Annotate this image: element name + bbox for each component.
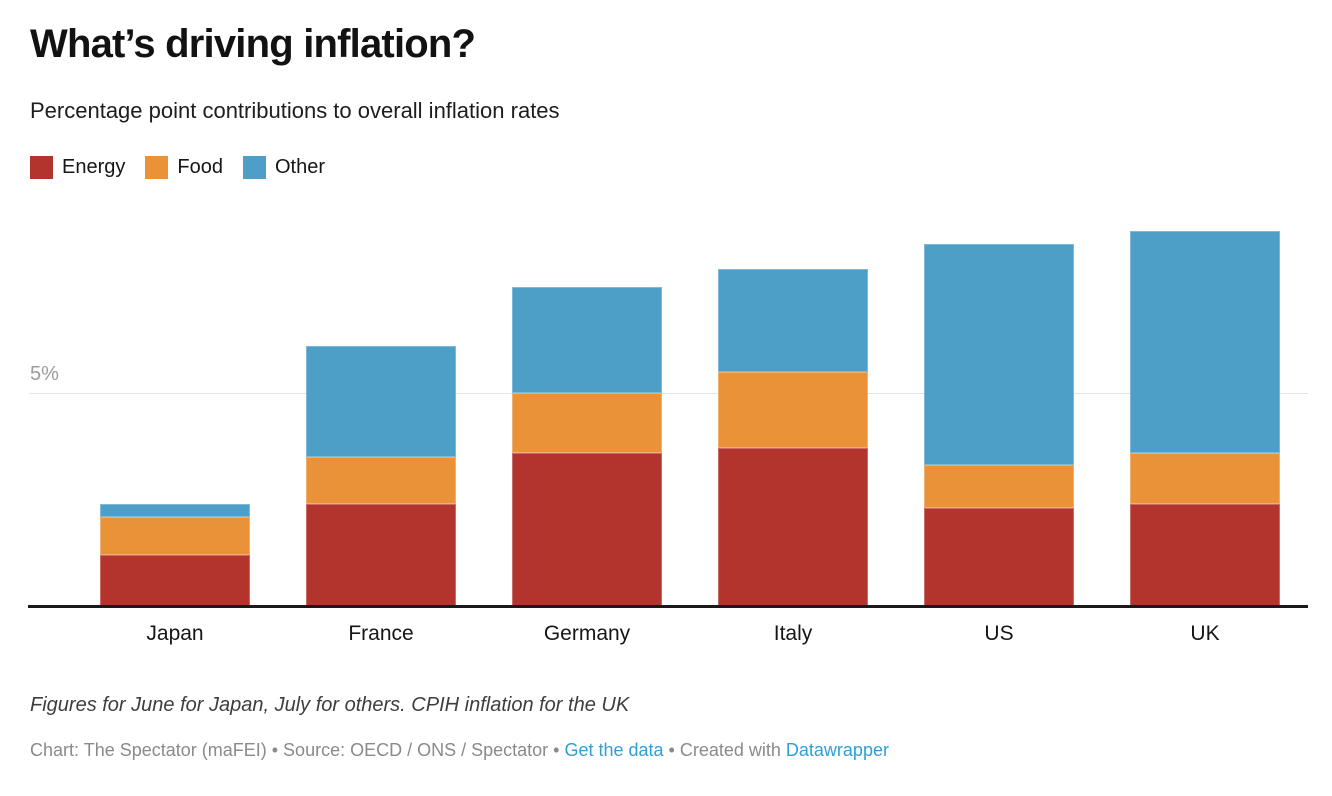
bar-japan-other-segment[interactable] [100,503,250,517]
get-the-data-link[interactable]: Get the data [564,740,664,760]
bar-japan-food-segment[interactable] [100,516,250,555]
x-axis-label-uk: UK [1190,622,1220,645]
bar-france-food-segment[interactable] [306,456,456,504]
bar-germany-energy-segment[interactable] [512,452,662,606]
legend-label-food: Food [177,156,223,178]
legend: Energy Food Other [30,156,325,179]
byline-credit-text: Chart: The Spectator (maFEI) • Source: O… [30,740,565,760]
bar-us-food-segment[interactable] [924,465,1074,508]
byline-created-with-text: • Created with [663,740,786,760]
legend-item-food: Food [145,156,223,179]
legend-item-other: Other [242,156,325,179]
legend-swatch-food [145,156,169,179]
bar-france-energy-segment[interactable] [306,503,456,606]
chart-subtitle: Percentage point contributions to overal… [30,98,560,123]
bar-italy-energy-segment[interactable] [718,448,868,606]
x-axis-label-italy: Italy [773,622,813,645]
bar-japan-energy-segment[interactable] [100,554,250,606]
y-gridline [30,393,1308,394]
legend-label-other: Other [274,156,325,178]
legend-swatch-energy [30,156,53,179]
x-axis-line [28,605,1308,608]
bar-uk-food-segment[interactable] [1130,452,1280,504]
x-axis-label-france: France [348,622,414,645]
bar-us-energy-segment[interactable] [924,508,1074,606]
bar-italy-food-segment[interactable] [718,371,868,449]
chart-title: What’s driving inflation? [30,22,476,66]
x-axis-label-us: US [984,622,1014,645]
footnote: Figures for June for Japan, July for oth… [30,694,630,716]
bar-us-other-segment[interactable] [924,243,1074,466]
legend-label-energy: Energy [62,156,126,178]
y-tick-label: 5% [30,363,59,385]
bar-uk-other-segment[interactable] [1130,231,1280,453]
bar-uk-energy-segment[interactable] [1130,503,1280,606]
bar-france-other-segment[interactable] [306,346,456,457]
bar-germany-food-segment[interactable] [512,393,662,453]
legend-swatch-other [242,156,266,179]
x-axis-label-japan: Japan [146,622,204,645]
x-axis-label-germany: Germany [543,622,631,645]
legend-item-energy: Energy [30,156,125,179]
bar-germany-other-segment[interactable] [512,286,662,393]
byline: Chart: The Spectator (maFEI) • Source: O… [30,740,889,761]
bar-italy-other-segment[interactable] [718,269,868,372]
datawrapper-link[interactable]: Datawrapper [785,740,889,760]
